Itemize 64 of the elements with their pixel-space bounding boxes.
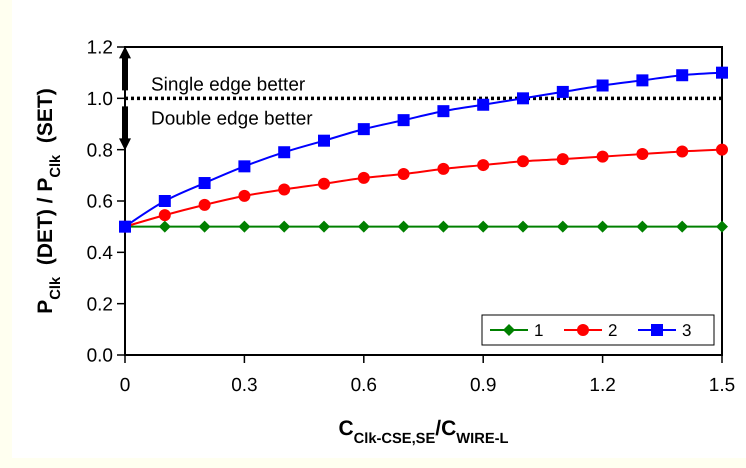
- point: [318, 134, 330, 147]
- point: [398, 168, 410, 180]
- x-tick-label: 0: [120, 375, 130, 396]
- point: [358, 123, 370, 136]
- point: [477, 159, 490, 172]
- point: [398, 220, 410, 233]
- legend-label: 2: [608, 320, 618, 340]
- y-tick-label: 0.8: [86, 140, 113, 162]
- point: [636, 148, 648, 160]
- point: [716, 66, 728, 79]
- x-tick-label: 0.9: [470, 375, 496, 396]
- point: [517, 92, 529, 104]
- point: [318, 178, 330, 190]
- point: [676, 220, 688, 233]
- point: [278, 146, 290, 158]
- point: [238, 190, 250, 202]
- point: [517, 155, 529, 168]
- point: [676, 69, 688, 82]
- x-tick-label: 1.2: [589, 375, 616, 396]
- y-tick-label: 0.6: [86, 192, 113, 213]
- legend-label: 3: [682, 320, 692, 340]
- point: [636, 74, 648, 86]
- point: [477, 98, 490, 111]
- point: [198, 177, 211, 190]
- point: [238, 220, 250, 233]
- annotation: Single edge better: [151, 74, 306, 96]
- legend-label: 1: [534, 320, 544, 340]
- y-tick-label: 0.2: [86, 294, 113, 316]
- point: [636, 220, 648, 233]
- point: [158, 195, 171, 207]
- x-tick-label: 0.3: [231, 375, 258, 396]
- y-tick-label: 0.0: [86, 346, 113, 367]
- point: [596, 150, 609, 163]
- annotation: Double edge better: [151, 108, 314, 130]
- point: [556, 220, 569, 233]
- x-axis-title: C$_{Clk-CSE,SE}$/C$_{WIRE-L}$: [338, 417, 509, 447]
- point: [556, 86, 569, 98]
- point: [358, 220, 370, 233]
- point: [437, 220, 450, 233]
- x-tick-label: 1.5: [708, 375, 736, 396]
- point: [278, 183, 290, 196]
- y-tick-label: 1.2: [86, 38, 113, 59]
- point: [358, 172, 370, 184]
- point: [437, 162, 450, 175]
- point: [716, 220, 728, 233]
- point: [198, 198, 211, 211]
- point: [278, 220, 290, 233]
- y-tick-label: 1.0: [86, 88, 113, 110]
- point: [517, 220, 529, 233]
- point: [716, 144, 728, 156]
- point: [556, 153, 569, 166]
- point: [398, 114, 410, 126]
- x-tick-label: 0.6: [350, 375, 378, 396]
- y-tick-label: 0.4: [86, 242, 114, 264]
- point: [477, 220, 490, 233]
- point: [158, 220, 171, 233]
- point: [158, 209, 171, 222]
- point: [596, 220, 609, 233]
- point: [676, 145, 688, 158]
- point: [596, 80, 609, 92]
- point: [437, 105, 450, 118]
- point: [318, 220, 330, 233]
- point: [238, 160, 250, 172]
- point: [198, 220, 211, 233]
